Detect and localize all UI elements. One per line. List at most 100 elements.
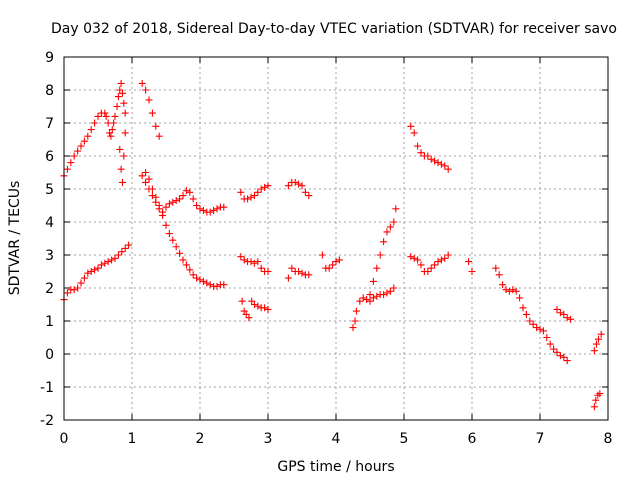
y-tick-label: 6 (45, 149, 54, 165)
data-point (155, 202, 163, 209)
x-tick-label: 0 (60, 431, 69, 447)
data-point (352, 307, 360, 315)
y-tick-label: -2 (40, 413, 54, 429)
data-point (257, 264, 265, 272)
data-point (120, 152, 128, 160)
data-point (332, 258, 340, 266)
data-point (380, 291, 388, 299)
series-arc-06 (142, 169, 228, 290)
x-tick-labels: 0 1 2 3 4 5 6 7 8 (60, 431, 613, 447)
data-point (118, 248, 126, 256)
y-axis-label: SDTVAR / TECUs (7, 181, 23, 296)
x-tick-label: 6 (468, 431, 477, 447)
data-point (155, 132, 163, 140)
data-point (594, 335, 602, 343)
data-point (567, 315, 575, 323)
data-point (441, 254, 449, 262)
data-point (77, 142, 85, 150)
data-point (142, 86, 150, 94)
data-point (220, 281, 228, 289)
y-tick-label: -1 (40, 380, 54, 396)
data-point (519, 304, 527, 312)
data-point (104, 258, 112, 266)
data-point (162, 221, 170, 229)
data-point (120, 99, 128, 107)
y-tick-label: 5 (45, 182, 54, 198)
data-point (182, 187, 190, 195)
data-point (107, 132, 115, 140)
data-point (250, 259, 258, 267)
data-point (383, 228, 391, 236)
data-point (468, 268, 476, 275)
series-arc-11 (284, 264, 313, 282)
data-point (237, 253, 245, 261)
series-arc-15 (407, 122, 452, 173)
data-point (196, 276, 204, 284)
data-point (590, 347, 598, 355)
data-point (553, 305, 561, 313)
data-point (414, 256, 422, 264)
data-point (186, 188, 194, 196)
data-point (148, 192, 156, 200)
data-point (284, 182, 292, 190)
data-point (407, 122, 415, 130)
data-point (162, 203, 170, 211)
data-point (526, 317, 534, 325)
data-point (502, 286, 510, 294)
data-point (434, 258, 442, 266)
data-point (142, 178, 150, 186)
data-point (366, 291, 374, 299)
data-point (407, 253, 415, 261)
data-point (383, 289, 391, 297)
y-tick-label: 4 (45, 215, 54, 231)
data-point (70, 286, 78, 294)
data-point (434, 159, 442, 167)
data-point (101, 109, 109, 117)
data-point (145, 96, 153, 104)
data-point (121, 129, 129, 137)
data-point (597, 330, 605, 338)
series-arc-09 (238, 297, 272, 322)
data-point (97, 261, 105, 269)
data-point (169, 198, 177, 206)
axis-ticks (63, 56, 609, 421)
data-point (546, 340, 554, 348)
data-point (247, 193, 255, 201)
data-point (441, 162, 449, 170)
data-point (550, 345, 558, 353)
data-point (148, 109, 156, 117)
data-point (592, 340, 600, 348)
series-arc-03 (116, 129, 129, 186)
data-point (329, 261, 337, 269)
data-point (556, 352, 564, 360)
x-tick-label: 4 (332, 431, 341, 447)
data-point (512, 287, 520, 295)
x-tick-label: 3 (264, 431, 273, 447)
data-point (522, 310, 530, 318)
data-point (250, 301, 258, 308)
data-point (102, 112, 110, 120)
data-point (495, 271, 503, 279)
data-point (152, 122, 160, 130)
data-point (121, 109, 129, 117)
data-point (80, 137, 88, 145)
data-point (444, 165, 452, 173)
data-point (363, 296, 371, 304)
data-point (414, 142, 422, 150)
data-point (182, 261, 190, 269)
data-point (505, 287, 513, 295)
series-arc-20 (590, 390, 604, 411)
series-arc-18 (492, 264, 571, 365)
data-point (110, 119, 118, 127)
y-tick-label: 1 (45, 314, 54, 330)
series-arc-01 (60, 241, 133, 304)
data-point (560, 353, 568, 361)
data-point (291, 178, 299, 186)
series-arc-10 (284, 178, 313, 200)
series-arc-07 (237, 182, 272, 203)
data-point (325, 264, 333, 272)
data-point (590, 403, 598, 411)
data-point (206, 208, 214, 216)
data-point (240, 256, 248, 264)
y-tick-label: 3 (45, 248, 54, 264)
